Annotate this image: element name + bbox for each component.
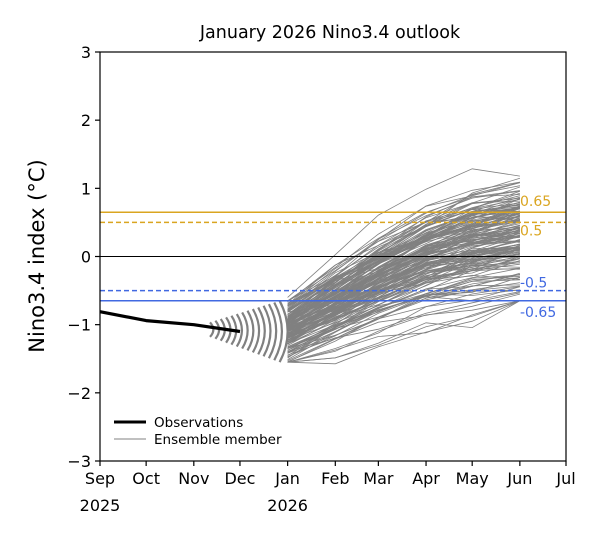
ensemble-member-line <box>287 300 520 363</box>
ensemble-member-line <box>287 246 520 339</box>
ensemble-member-line <box>287 197 520 313</box>
ensemble-arc <box>246 310 255 352</box>
x-tick-label: Oct <box>132 469 160 488</box>
ensemble-member-line <box>287 216 520 310</box>
x-tick-label: May <box>456 469 489 488</box>
plot-area: 0.65 0.5 -0.5 -0.65 <box>99 168 566 365</box>
x-tick-label: Mar <box>363 469 394 488</box>
ensemble-member-line <box>287 245 520 338</box>
y-axis-label: Nino3.4 index (°C) <box>25 159 49 352</box>
ensemble-member-line <box>287 197 520 322</box>
ensemble-member-line <box>287 286 520 363</box>
ensemble-arc <box>241 311 249 350</box>
ensemble-member-line <box>287 221 520 319</box>
ensemble-member-line <box>287 181 520 303</box>
ensemble-member-line <box>287 300 521 365</box>
x-tick-label: Apr <box>412 469 440 488</box>
reference-lines <box>100 211 566 302</box>
ensemble-member-line <box>287 192 521 307</box>
reference-line-label: -0.5 <box>520 276 547 292</box>
x-tick-label: Sep <box>85 469 115 488</box>
y-tick-label: 2 <box>81 111 91 130</box>
ensemble-member-line <box>287 258 520 344</box>
ensemble-member-line <box>287 226 520 331</box>
ensemble-member-line <box>287 277 520 360</box>
ensemble-member-line <box>287 274 520 339</box>
reference-line-labels: 0.65 0.5 -0.5 -0.65 <box>520 194 556 321</box>
x-axis-ticks: Sep 2025 Oct Nov Dec Jan 2026 Feb Mar Apr May Jun Ju… <box>80 461 576 515</box>
ensemble-member-line <box>287 257 521 351</box>
ensemble-member-line <box>287 168 520 298</box>
ensemble-arc <box>262 305 272 357</box>
ensemble-member-line <box>287 194 520 305</box>
chart-title: January 2026 Nino3.4 outlook <box>199 23 461 43</box>
x-tick-label: Jul <box>555 469 575 488</box>
x-tick-label: Feb <box>321 469 349 488</box>
y-axis-ticks: 3 2 1 0 −1 −2 −3 <box>67 43 100 471</box>
legend-label-observations: Observations <box>154 415 243 431</box>
ensemble-member-line <box>287 300 521 363</box>
ensemble-arc <box>267 303 278 359</box>
ensemble-member-line <box>287 233 520 329</box>
ensemble-member-line <box>287 234 521 341</box>
ensemble-member-line <box>287 216 520 318</box>
ensemble-arc-fan <box>209 300 289 363</box>
x-tick-year-label: 2026 <box>267 496 308 515</box>
ensemble-member-line <box>287 286 521 354</box>
ensemble-member-line <box>287 300 521 363</box>
y-tick-label: 1 <box>81 179 91 198</box>
ensemble-member-line <box>287 235 520 331</box>
ensemble-arc <box>273 301 284 361</box>
x-tick-label: Nov <box>178 469 209 488</box>
y-tick-label: 0 <box>81 248 91 267</box>
ensemble-member-line <box>287 185 520 302</box>
x-tick-year-label: 2025 <box>80 496 121 515</box>
x-tick-label: Dec <box>224 469 255 488</box>
ensemble-arc <box>209 321 215 338</box>
x-tick-label: Jun <box>506 469 532 488</box>
legend-label-ensemble: Ensemble member <box>154 432 282 448</box>
ensemble-member-line <box>287 293 520 363</box>
ensemble-arc <box>251 308 261 353</box>
reference-line-label: -0.65 <box>520 305 556 321</box>
x-tick-label: Jan <box>274 469 300 488</box>
ensemble-member-line <box>287 276 521 349</box>
reference-line-label: 0.65 <box>520 194 551 210</box>
legend: Observations Ensemble member <box>114 415 282 448</box>
ensemble-member-line <box>287 289 520 349</box>
y-tick-label: −1 <box>67 316 91 335</box>
ensemble-member-line <box>287 274 520 358</box>
observations-series <box>99 310 241 334</box>
reference-line-label: 0.5 <box>520 223 542 239</box>
observations-line <box>99 310 241 334</box>
ensemble-arc <box>235 313 244 348</box>
ensemble-members <box>287 168 521 365</box>
y-tick-label: −3 <box>67 452 91 471</box>
ensemble-arc <box>257 306 266 355</box>
ensemble-member-line <box>287 262 520 346</box>
y-tick-label: −2 <box>67 384 91 403</box>
y-tick-label: 3 <box>81 43 91 62</box>
